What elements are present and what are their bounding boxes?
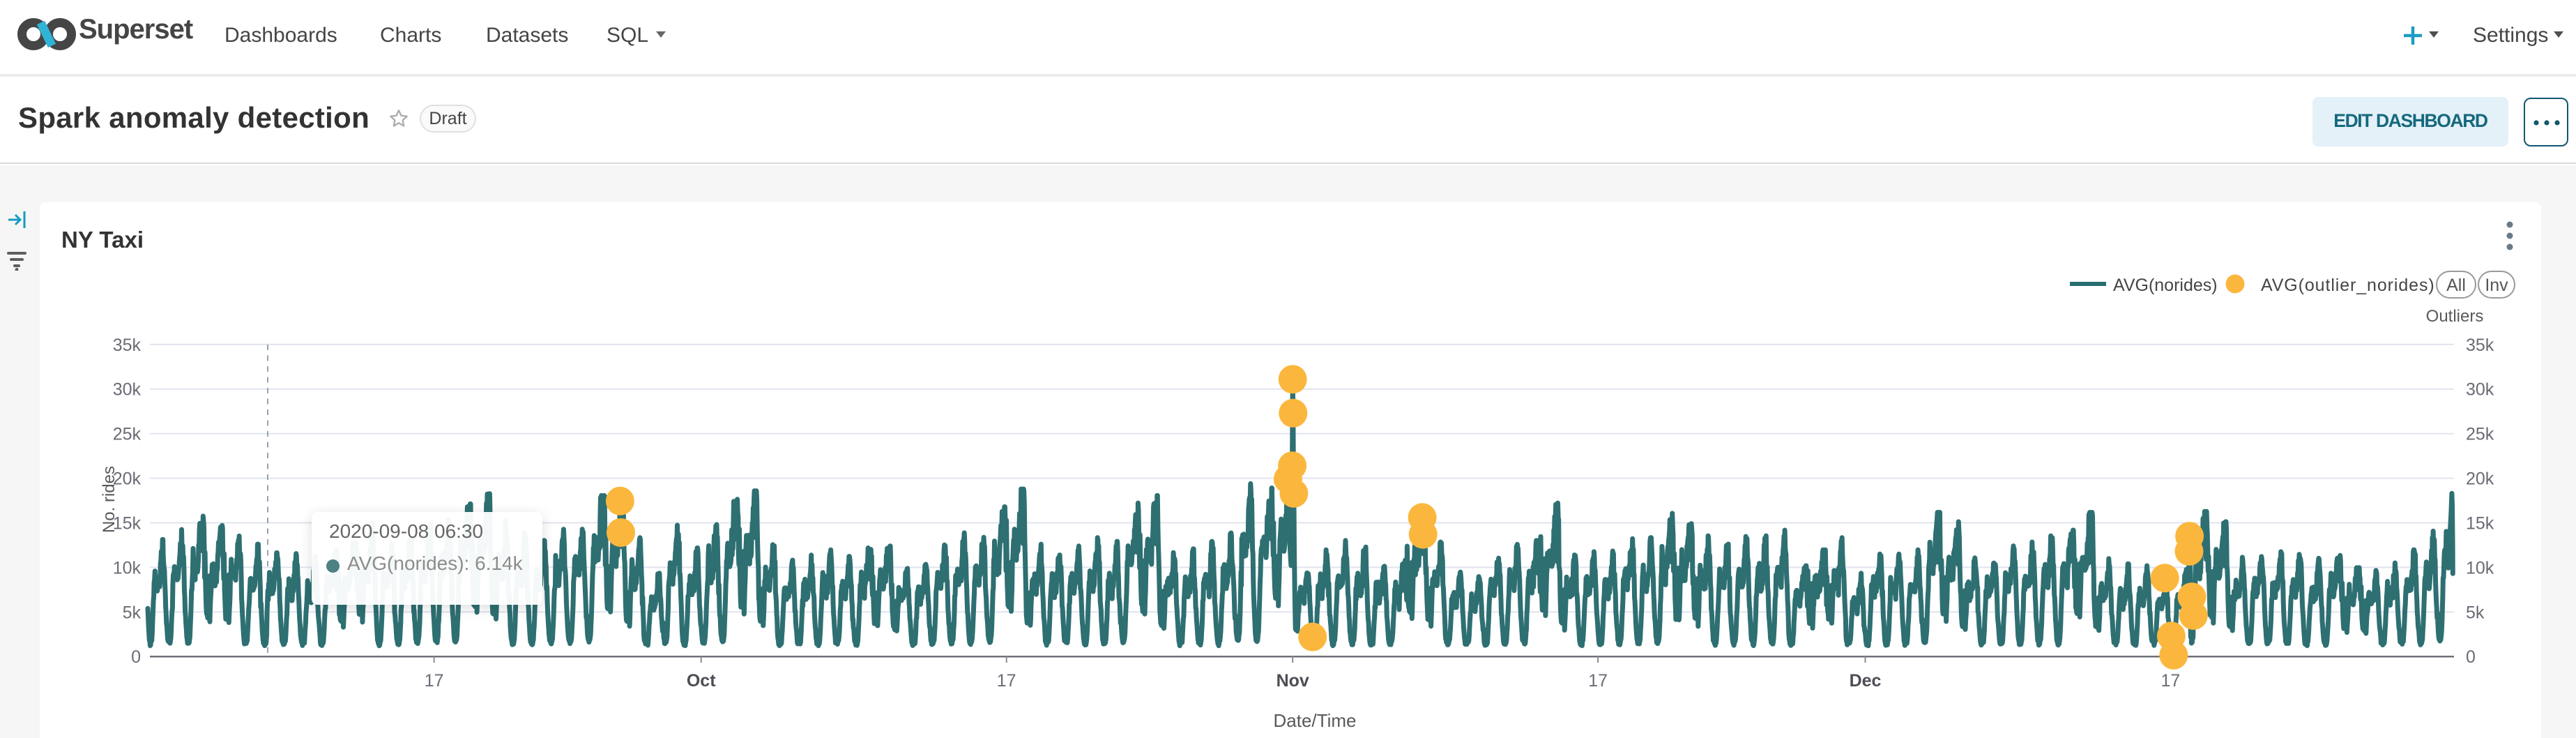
svg-text:Outliers: Outliers <box>2426 307 2484 326</box>
svg-text:35k: 35k <box>2466 336 2494 355</box>
svg-text:Date/Time: Date/Time <box>1274 710 1357 731</box>
svg-text:15k: 15k <box>2466 514 2494 534</box>
svg-text:25k: 25k <box>2466 425 2494 444</box>
svg-text:20k: 20k <box>113 469 142 489</box>
svg-text:Nov: Nov <box>1276 671 1309 691</box>
svg-text:Dec: Dec <box>1850 671 1882 691</box>
svg-text:30k: 30k <box>2466 380 2494 400</box>
svg-text:No. rides: No. rides <box>100 466 119 533</box>
svg-text:0: 0 <box>2466 647 2476 667</box>
svg-text:Inv: Inv <box>2485 276 2508 295</box>
svg-text:30k: 30k <box>113 380 142 400</box>
svg-text:5k: 5k <box>123 603 142 622</box>
svg-text:All: All <box>2446 276 2466 295</box>
svg-text:15k: 15k <box>113 514 142 534</box>
svg-text:17: 17 <box>1588 671 1608 691</box>
svg-text:17: 17 <box>997 671 1016 691</box>
svg-text:17: 17 <box>425 671 444 691</box>
svg-text:0: 0 <box>131 647 141 667</box>
svg-text:5k: 5k <box>2466 603 2485 622</box>
svg-text:10k: 10k <box>113 558 142 578</box>
svg-text:AVG(norides): AVG(norides) <box>2113 276 2218 295</box>
svg-text:10k: 10k <box>2466 558 2494 578</box>
svg-text:AVG(outlier_norides): AVG(outlier_norides) <box>2261 276 2435 295</box>
svg-text:20k: 20k <box>2466 469 2494 489</box>
svg-text:Oct: Oct <box>687 671 716 691</box>
svg-text:35k: 35k <box>113 336 142 355</box>
svg-text:25k: 25k <box>113 425 142 444</box>
svg-text:17: 17 <box>2160 671 2180 691</box>
